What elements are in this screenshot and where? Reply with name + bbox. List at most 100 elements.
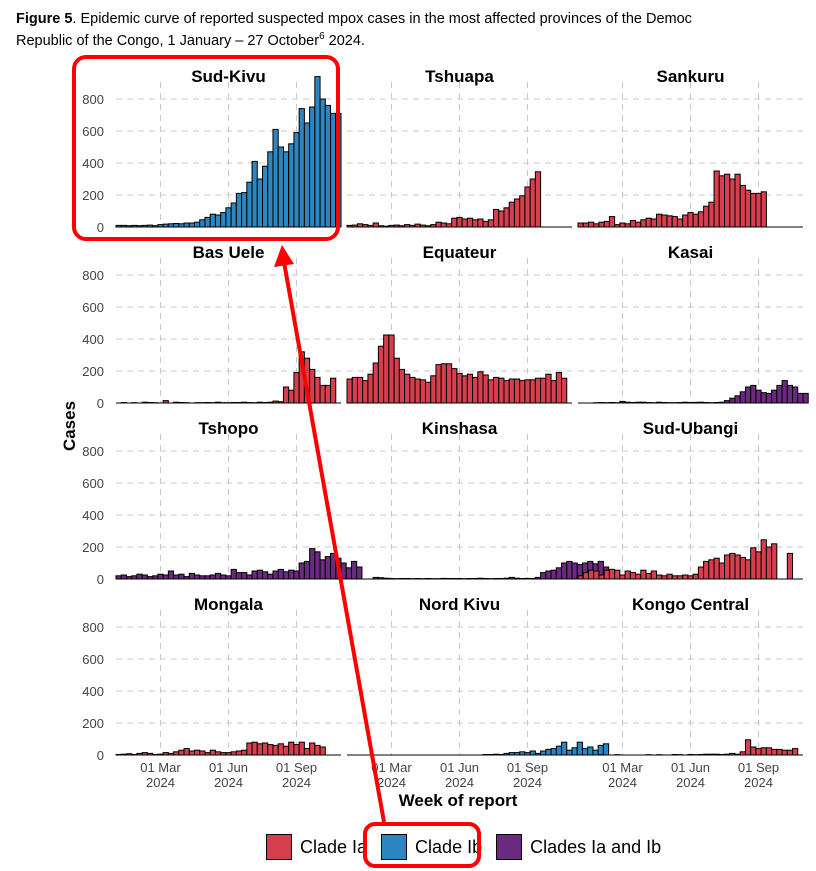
bar xyxy=(577,222,584,228)
bar xyxy=(314,376,321,404)
bar xyxy=(724,173,731,228)
panel-highlight-box xyxy=(72,55,340,241)
bar xyxy=(324,104,332,228)
y-tick-label: 800 xyxy=(82,268,104,283)
bar xyxy=(235,750,243,756)
bar xyxy=(519,380,526,404)
bar xyxy=(256,743,264,756)
bar xyxy=(582,222,589,228)
bar xyxy=(482,374,489,404)
x-tick-label: 2024 xyxy=(282,775,311,790)
bar xyxy=(534,171,542,228)
bar xyxy=(262,165,269,228)
bar xyxy=(703,205,710,228)
bar xyxy=(765,392,773,404)
x-tick-label: 01 Jun xyxy=(671,760,710,775)
bar xyxy=(608,216,616,228)
y-tick-label: 600 xyxy=(82,652,104,667)
bar xyxy=(414,378,421,404)
bar xyxy=(309,742,316,756)
x-tick-label: 01 Mar xyxy=(602,760,643,775)
caption-label: Figure 5 xyxy=(16,11,73,27)
bar xyxy=(792,748,799,756)
bar xyxy=(193,749,201,756)
bar xyxy=(582,572,589,580)
panel-bas-uele: Bas Uele 0 200 400 600 800 xyxy=(82,243,341,411)
bar xyxy=(204,216,211,228)
bar xyxy=(576,741,583,756)
bar xyxy=(324,556,332,580)
bar xyxy=(309,368,316,404)
bar xyxy=(802,392,809,404)
bar xyxy=(298,562,305,580)
bar xyxy=(293,132,300,228)
bar xyxy=(209,213,216,228)
bar xyxy=(136,573,143,580)
bar xyxy=(424,381,432,404)
bar xyxy=(587,569,595,580)
bar xyxy=(178,749,185,756)
x-tick-label: 2024 xyxy=(377,775,406,790)
bar xyxy=(655,574,663,580)
bar xyxy=(456,372,463,404)
bar xyxy=(776,384,783,404)
bar xyxy=(235,192,243,228)
bar xyxy=(262,571,269,580)
bar xyxy=(173,574,180,580)
bar xyxy=(602,743,610,756)
bar xyxy=(293,744,300,756)
panel-tshuapa: Tshuapa xyxy=(346,67,572,228)
bar xyxy=(188,222,195,228)
bar xyxy=(461,375,468,404)
bar xyxy=(571,562,578,580)
bar xyxy=(540,572,547,580)
bar xyxy=(629,220,637,228)
bar xyxy=(351,376,358,404)
bar xyxy=(199,219,206,228)
legend-swatch-clade-ia xyxy=(266,834,292,860)
legend-label-clade-ia: Clade Ia xyxy=(300,836,368,857)
bar xyxy=(220,574,227,580)
bar xyxy=(272,744,279,756)
bar xyxy=(314,76,321,228)
bar xyxy=(346,378,353,404)
bar xyxy=(178,573,185,580)
x-tick-label: 2024 xyxy=(608,775,637,790)
x-tick-label: 2024 xyxy=(146,775,175,790)
y-tick-label: 400 xyxy=(82,332,104,347)
bar xyxy=(456,216,463,228)
annotation-arrow-head xyxy=(274,245,294,267)
bar xyxy=(729,178,736,228)
bar xyxy=(645,217,652,228)
bar xyxy=(692,573,699,580)
bar xyxy=(550,380,557,404)
caption-text-2: Republic of the Congo, 1 January – 27 Oc… xyxy=(16,32,320,49)
bar xyxy=(393,357,400,404)
bar xyxy=(288,143,295,228)
bar xyxy=(624,570,631,580)
bar xyxy=(487,219,495,228)
y-tick-label: 600 xyxy=(82,476,104,491)
x-tick-label: 01 Sep xyxy=(507,760,548,775)
bar xyxy=(477,218,484,228)
bar xyxy=(324,384,332,404)
bar xyxy=(592,749,599,756)
bar xyxy=(566,749,573,756)
caption-text: . Epidemic curve of reported suspected m… xyxy=(72,11,692,27)
y-tick-label: 400 xyxy=(82,156,104,171)
y-tick-label: 0 xyxy=(97,748,104,763)
x-tick-label: 01 Jun xyxy=(440,760,479,775)
bar xyxy=(765,546,773,580)
bar xyxy=(183,222,190,228)
bar xyxy=(760,539,767,580)
bar xyxy=(388,334,395,404)
x-axis-label: Week of report xyxy=(399,791,518,810)
bar xyxy=(750,547,757,580)
bar xyxy=(529,178,536,228)
bar xyxy=(230,568,237,580)
bar xyxy=(298,108,305,228)
bar xyxy=(309,106,316,228)
bar xyxy=(640,569,647,580)
y-tick-label: 200 xyxy=(82,364,104,379)
bar xyxy=(635,573,642,580)
